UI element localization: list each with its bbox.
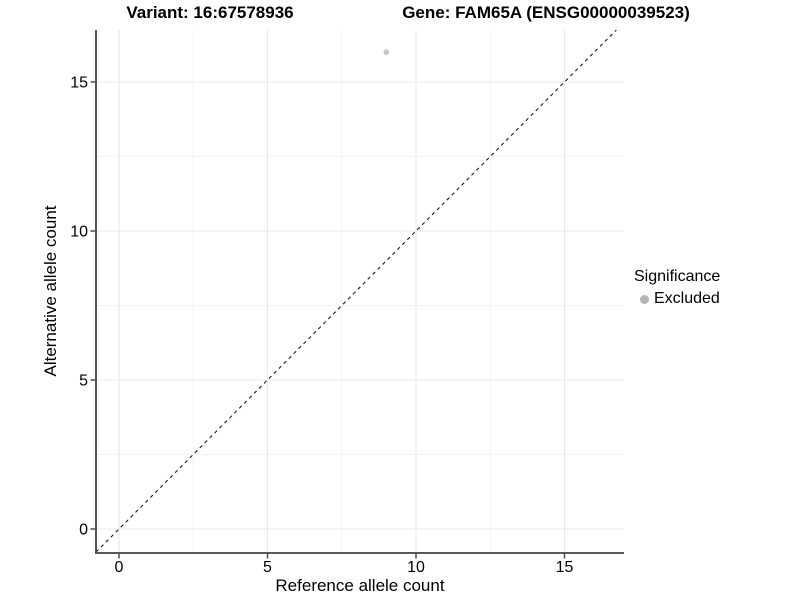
identity-line <box>95 29 617 553</box>
variant-title: Variant: 16:67578936 <box>126 3 294 22</box>
legend: Significance Excluded <box>634 267 720 308</box>
y-tick-label: 0 <box>79 522 88 539</box>
legend-item-excluded: Excluded <box>634 290 720 308</box>
legend-title: Significance <box>634 268 721 285</box>
x-tick-label: 10 <box>407 559 425 576</box>
gene-title: Gene: FAM65A (ENSG00000039523) <box>402 3 690 22</box>
legend-item-label: Excluded <box>654 290 720 307</box>
x-tick-label: 5 <box>263 559 272 576</box>
excluded-point-icon <box>640 294 649 304</box>
x-tick-label: 15 <box>556 559 574 576</box>
x-tick-label: 0 <box>115 559 124 576</box>
y-tick-label: 5 <box>79 373 88 390</box>
y-tick-label: 10 <box>70 224 88 241</box>
y-axis-title: Alternative allele count <box>41 205 60 377</box>
x-axis-title: Reference allele count <box>275 576 445 595</box>
data-point <box>383 49 390 55</box>
y-tick-label: 15 <box>70 75 88 92</box>
